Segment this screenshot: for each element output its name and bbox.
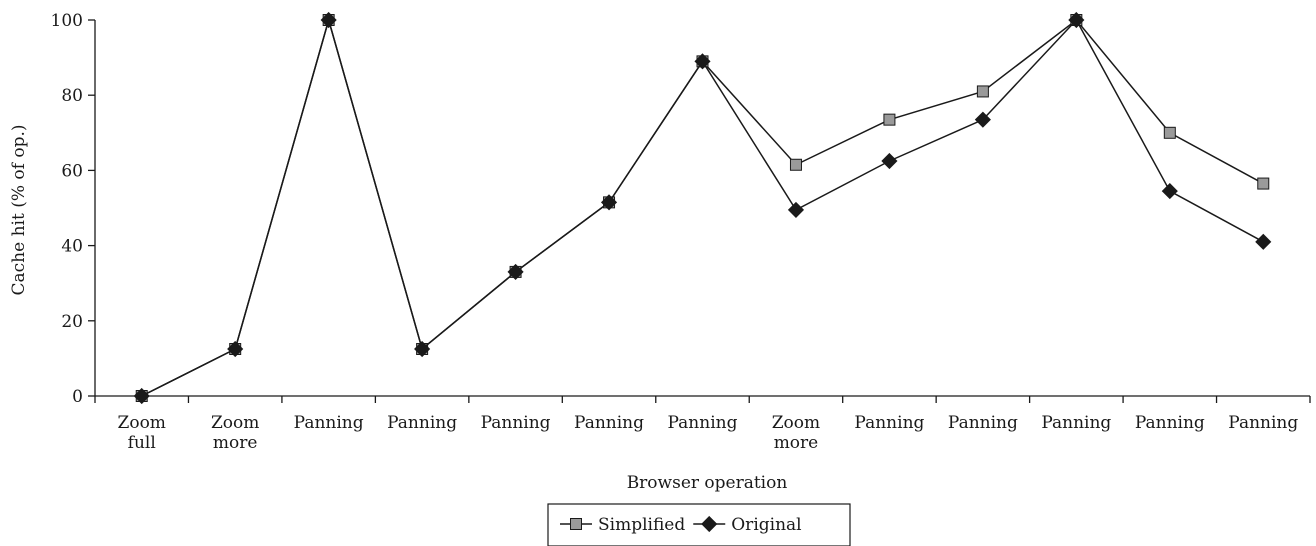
x-tick-label: Panning bbox=[481, 413, 551, 433]
data-point-original bbox=[787, 201, 805, 218]
data-point-simplified bbox=[883, 113, 896, 126]
data-point-original bbox=[600, 194, 618, 211]
data-point-original bbox=[881, 152, 898, 170]
y-axis-ticks: 0 20 40 60 80 100 bbox=[51, 11, 95, 407]
series-simplified bbox=[135, 14, 1270, 402]
legend-box bbox=[547, 503, 851, 546]
series-line-original bbox=[141, 17, 1264, 397]
data-point-simplified bbox=[976, 85, 989, 98]
x-tick-label: Panning bbox=[948, 413, 1018, 433]
y-tick-label: 0 bbox=[72, 387, 83, 407]
data-point-original bbox=[694, 53, 711, 70]
axes bbox=[94, 20, 1310, 397]
series-original bbox=[133, 11, 1272, 405]
data-point-simplified bbox=[789, 158, 802, 171]
legend: Simplified Original bbox=[547, 503, 851, 546]
x-tick-label: Panning bbox=[574, 413, 644, 433]
data-point-original bbox=[1068, 11, 1085, 29]
data-point-original bbox=[1161, 183, 1178, 200]
data-point-original bbox=[1255, 233, 1272, 250]
series-layer bbox=[133, 11, 1272, 405]
legend-marker-original bbox=[701, 515, 718, 533]
x-tick-label: Zoom more bbox=[772, 413, 820, 453]
x-tick-label: Panning bbox=[1041, 413, 1111, 433]
data-point-simplified bbox=[1163, 126, 1176, 139]
x-tick-label: Zoom more bbox=[211, 413, 259, 453]
y-tick-label: 80 bbox=[61, 86, 83, 106]
legend-label-original: Original bbox=[731, 515, 801, 535]
data-point-simplified bbox=[1257, 177, 1270, 190]
data-point-original bbox=[507, 263, 524, 280]
x-axis-title: Browser operation bbox=[627, 473, 788, 493]
legend-label-simplified: Simplified bbox=[598, 515, 685, 535]
data-point-original bbox=[133, 387, 150, 405]
y-tick-label: 100 bbox=[51, 11, 83, 31]
data-point-original bbox=[227, 340, 244, 358]
x-axis-ticks: Zoom full Zoom more Panning Panning Panning Pan… bbox=[94, 396, 1311, 453]
legend-marker-simplified bbox=[570, 518, 582, 530]
x-tick-label: Panning bbox=[294, 413, 364, 433]
y-tick-label: 40 bbox=[61, 237, 83, 257]
y-axis-title: Cache hit (% of op.) bbox=[9, 125, 29, 296]
y-tick-label: 60 bbox=[61, 161, 83, 181]
x-tick-label: Panning bbox=[1228, 413, 1298, 433]
x-tick-label: Zoom full bbox=[118, 413, 166, 453]
data-point-original bbox=[974, 111, 991, 128]
data-point-original bbox=[414, 340, 431, 358]
x-tick-label: Panning bbox=[854, 413, 924, 433]
x-tick-label: Panning bbox=[668, 413, 738, 433]
data-point-original bbox=[320, 11, 337, 29]
y-tick-label: 20 bbox=[61, 312, 83, 332]
x-tick-label: Panning bbox=[387, 413, 457, 433]
x-tick-label: Panning bbox=[1135, 413, 1205, 433]
series-line-simplified bbox=[141, 17, 1264, 397]
